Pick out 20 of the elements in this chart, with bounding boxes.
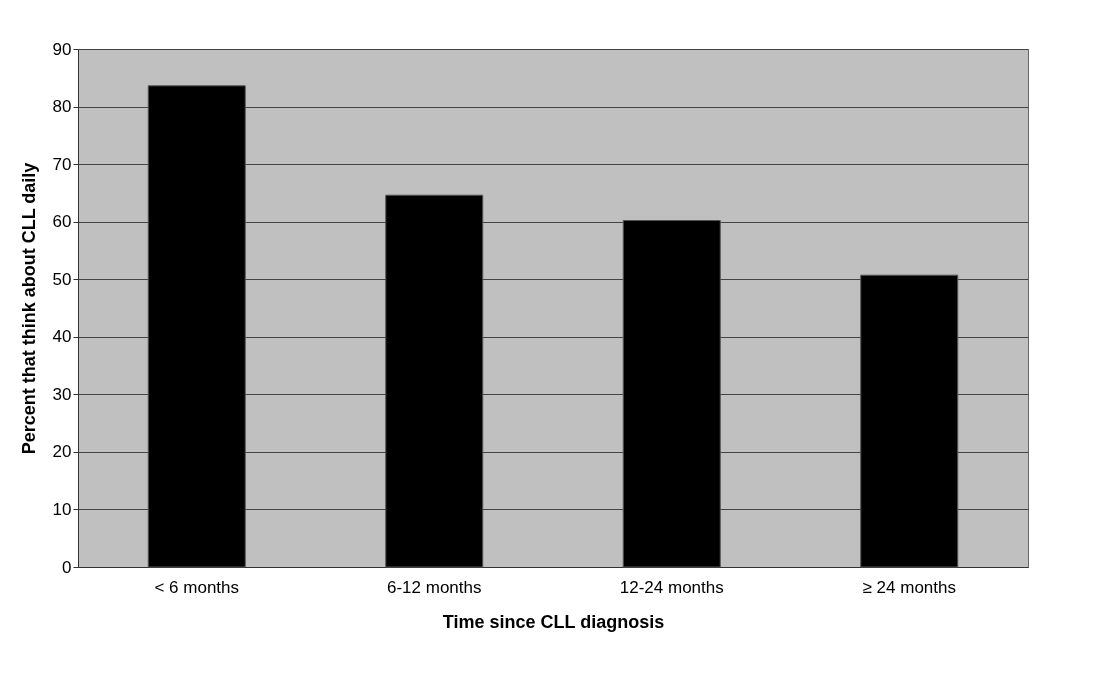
y-tick-label: 80 (52, 97, 72, 117)
y-tick-label: 0 (62, 557, 72, 577)
y-tick-label: 90 (52, 39, 72, 59)
bar (860, 274, 959, 568)
y-tick-label: 70 (52, 154, 72, 174)
x-tick-label: ≥ 24 months (862, 577, 956, 597)
bar (385, 194, 484, 568)
y-tick-label: 10 (52, 499, 72, 519)
y-tick-label: 60 (52, 212, 72, 232)
bar (622, 220, 721, 568)
x-tick-label: 6-12 months (387, 577, 482, 597)
x-tick-label: 12-24 months (619, 577, 724, 597)
x-axis-title: Time since CLL diagnosis (442, 611, 665, 632)
y-tick-label: 20 (52, 442, 72, 462)
y-tick-label: 40 (52, 327, 72, 347)
x-tick-label: < 6 months (154, 577, 240, 597)
y-axis-title: Percent that think about CLL daily (18, 162, 39, 455)
y-tick-label: 50 (52, 269, 72, 289)
y-tick-label: 30 (52, 384, 72, 404)
bar (147, 85, 246, 568)
